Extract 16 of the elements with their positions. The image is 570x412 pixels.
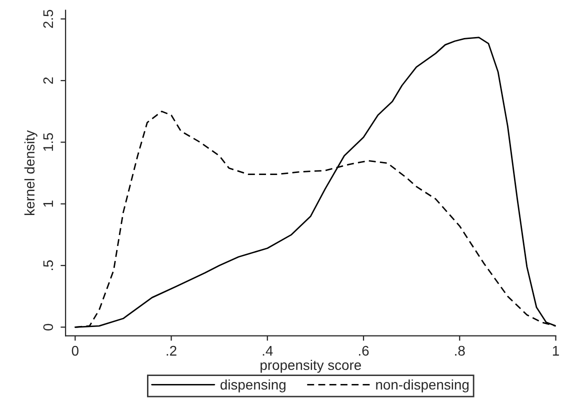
x-axis-title: propensity score: [260, 360, 361, 373]
legend-label: non-dispensing: [376, 379, 469, 392]
y-tick-label: 1.5: [43, 133, 54, 151]
y-tick-label: 0: [43, 324, 54, 330]
x-tick-label: .4: [262, 346, 273, 356]
y-axis-title: kernel density: [24, 130, 38, 215]
x-tick-label: 0: [72, 346, 78, 356]
y-tick-label: 2.5: [43, 10, 54, 28]
x-tick-label: .8: [455, 346, 465, 356]
y-tick-label: 2: [43, 77, 53, 84]
y-tick-label: .5: [43, 260, 54, 270]
y-tick-label: 1: [43, 200, 53, 207]
x-tick-label: .6: [358, 346, 369, 356]
x-tick-label: 1: [552, 346, 559, 356]
x-tick-label: .2: [166, 346, 176, 356]
legend-label: dispensing: [220, 379, 286, 392]
